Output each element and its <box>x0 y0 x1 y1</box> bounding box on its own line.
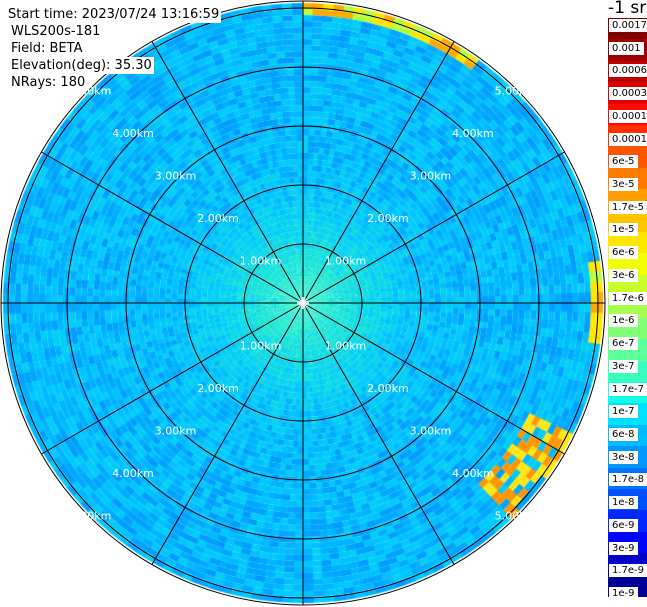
range-ring-label: 2.00km <box>367 382 409 395</box>
colorbar-tick-label: 0.00017 <box>609 109 647 123</box>
azimuth-spoke <box>302 302 455 565</box>
range-ring-label: 3.00km <box>155 424 197 437</box>
elevation-text: Elevation(deg): 35.30 <box>0 57 154 74</box>
colorbar-tick-label: 1e-6 <box>609 314 638 328</box>
range-ring-label: 4.00km <box>452 467 494 480</box>
range-ring-label: 1.00km <box>325 255 367 268</box>
colorbar-tick-label: 6e-9 <box>609 518 638 532</box>
colorbar-tick-label: 0.0017 <box>609 19 647 32</box>
colorbar-unit-title: -1 sr <box>608 0 647 18</box>
field-text: Field: BETA <box>0 40 85 57</box>
range-ring-label: 4.00km <box>112 467 154 480</box>
colorbar-tick-label: 1e-8 <box>609 496 638 510</box>
nrays-text: NRays: 180 <box>0 74 88 91</box>
colorbar-tick-label: 1e-7 <box>609 405 638 419</box>
colorbar-tick-label: 1.7e-7 <box>609 382 647 396</box>
colorbar-tick-label: 0.0003 <box>609 87 647 101</box>
azimuth-spoke <box>151 41 304 304</box>
range-ring-label: 2.00km <box>197 212 239 225</box>
colorbar-tick-label: 3e-5 <box>609 178 638 192</box>
colorbar-tick-label: 6e-6 <box>609 246 638 260</box>
range-ring-label: 4.00km <box>452 127 494 140</box>
colorbar-tick-label: 0.001 <box>609 41 644 55</box>
colorbar-tick-label: 3e-8 <box>609 450 638 464</box>
azimuth-spoke <box>302 302 565 455</box>
colorbar-tick-label: 0.0006 <box>609 64 647 78</box>
colorbar-tick-label: 0.0001 <box>609 132 647 146</box>
start-time-text: Start time: 2023/07/24 13:16:59 <box>0 6 222 23</box>
range-ring-label: 2.00km <box>367 212 409 225</box>
azimuth-spoke <box>41 151 304 304</box>
colorbar-tick-label: 1.7e-8 <box>609 473 647 487</box>
colorbar-tick-label: 3e-6 <box>609 268 638 282</box>
range-ring-label: 5.00km <box>495 509 537 522</box>
colorbar-tick-label: 1.7e-9 <box>609 564 647 578</box>
colorbar-tick-label: 1.7e-6 <box>609 291 647 305</box>
colorbar-tick-label: 1.7e-5 <box>609 200 647 214</box>
range-ring-label: 5.00km <box>495 85 537 98</box>
colorbar-tick-label: 6e-5 <box>609 155 638 169</box>
colorbar-tick-label: 6e-8 <box>609 427 638 441</box>
instrument-name-text: WLS200s-181 <box>0 23 103 40</box>
azimuth-spoke <box>151 302 304 565</box>
colorbar-tick-label: 1e-5 <box>609 223 638 237</box>
range-ring-label: 1.00km <box>325 339 367 352</box>
range-ring-label: 2.00km <box>197 382 239 395</box>
range-ring-label: 5.00km <box>70 509 112 522</box>
scan-info-panel: Start time: 2023/07/24 13:16:59 WLS200s-… <box>0 6 222 91</box>
range-ring-label: 3.00km <box>410 424 452 437</box>
colorbar-tick-label: 3e-9 <box>609 541 638 555</box>
range-ring-label: 3.00km <box>155 170 197 183</box>
azimuth-spoke <box>41 302 304 455</box>
colorbar-tick-label: 3e-7 <box>609 359 638 373</box>
colorbar-tick-label: 6e-7 <box>609 337 638 351</box>
azimuth-spoke <box>302 41 455 304</box>
range-ring-label: 1.00km <box>240 255 282 268</box>
azimuth-spoke <box>302 151 565 304</box>
range-ring-label: 3.00km <box>410 170 452 183</box>
colorbar-tick-label: 1e-9 <box>609 587 638 600</box>
range-ring-label: 4.00km <box>112 127 154 140</box>
range-ring-label: 1.00km <box>240 339 282 352</box>
